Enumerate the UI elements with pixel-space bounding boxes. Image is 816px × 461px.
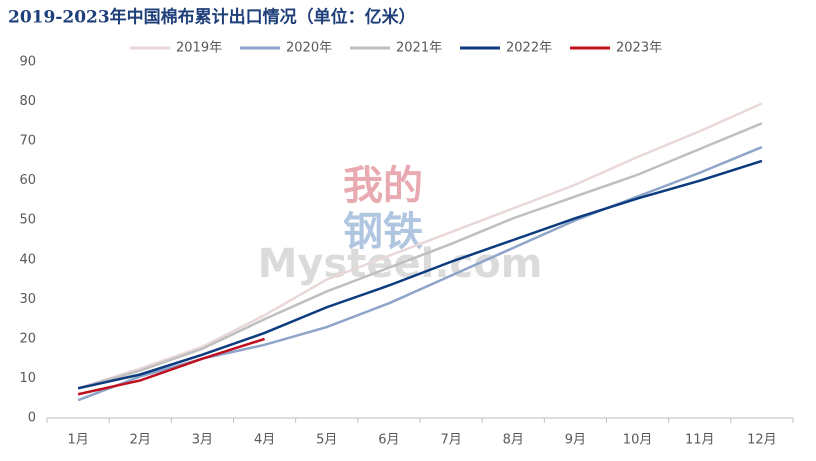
x-tick-label: 10月 bbox=[623, 433, 653, 448]
x-tick-label: 4月 bbox=[254, 433, 275, 448]
x-tick-label: 9月 bbox=[565, 433, 586, 448]
y-tick-label: 10 bbox=[19, 371, 36, 386]
legend-label: 2019年 bbox=[176, 41, 222, 56]
y-tick-label: 60 bbox=[19, 173, 36, 188]
x-tick-label: 3月 bbox=[192, 433, 213, 448]
x-tick-label: 1月 bbox=[67, 433, 88, 448]
series-line bbox=[77, 122, 763, 390]
series-line bbox=[77, 337, 265, 396]
y-tick-label: 90 bbox=[19, 55, 36, 70]
series-line bbox=[77, 102, 763, 390]
x-tick-label: 8月 bbox=[503, 433, 524, 448]
legend-label: 2020年 bbox=[286, 41, 332, 56]
y-tick-label: 30 bbox=[19, 292, 36, 307]
watermark-text: 我的 bbox=[343, 163, 423, 209]
watermark: 我的 钢铁 Mysteel.com bbox=[258, 163, 543, 287]
legend-label: 2022年 bbox=[506, 41, 552, 56]
legend-label: 2023年 bbox=[616, 41, 662, 56]
legend-label: 2021年 bbox=[396, 41, 442, 56]
x-tick-label: 2月 bbox=[130, 433, 151, 448]
y-tick-label: 40 bbox=[19, 252, 36, 267]
x-tick-label: 12月 bbox=[747, 433, 777, 448]
x-tick-label: 11月 bbox=[685, 433, 715, 448]
y-tick-label: 20 bbox=[19, 331, 36, 346]
chart-title: 2019-2023年中国棉布累计出口情况（单位：亿米） bbox=[8, 7, 416, 28]
y-tick-label: 0 bbox=[28, 411, 36, 426]
x-tick-label: 6月 bbox=[378, 433, 399, 448]
y-tick-label: 50 bbox=[19, 213, 36, 228]
series-line bbox=[77, 159, 763, 390]
y-tick-label: 70 bbox=[19, 134, 36, 149]
y-tick-label: 80 bbox=[19, 94, 36, 109]
x-tick-label: 5月 bbox=[316, 433, 337, 448]
x-tick-label: 7月 bbox=[440, 433, 461, 448]
